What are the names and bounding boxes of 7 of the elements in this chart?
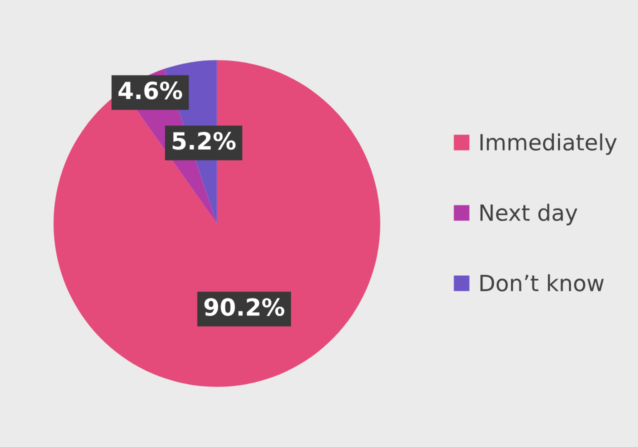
legend-label: Don’t know [480,274,604,292]
data-label: 4.6% [118,82,182,100]
data-label: 90.2% [204,298,284,316]
legend-label: Immediately [480,133,617,155]
data-label: 5.2% [172,132,236,150]
pie-slice [54,60,380,387]
legend-label: Next day [480,204,578,226]
